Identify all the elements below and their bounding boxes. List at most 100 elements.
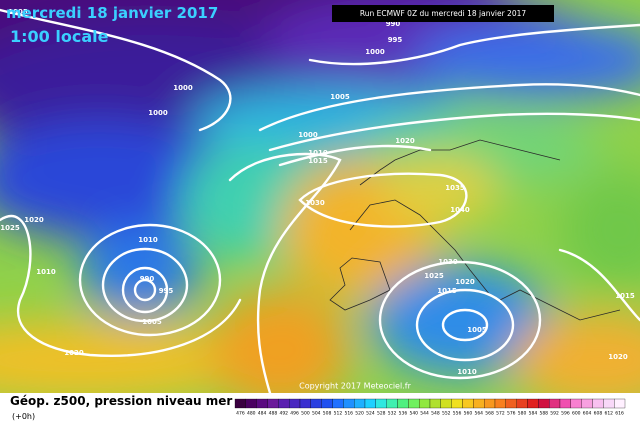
isobar-label: 1020 (608, 353, 628, 361)
isobar (378, 260, 542, 380)
colorbar-label: 616 (615, 411, 624, 417)
colorbar-label: 508 (323, 411, 332, 417)
colorbar-swatch (527, 398, 539, 409)
colorbar-label: 484 (258, 411, 267, 417)
colorbar-swatch (484, 398, 496, 409)
colorbar-swatch (559, 398, 571, 409)
colorbar-swatch (429, 398, 441, 409)
colorbar-label: 556 (453, 411, 462, 417)
isobar (268, 112, 640, 152)
isobar-label: 1005 (330, 93, 350, 101)
colorbar-label: 524 (366, 411, 375, 417)
isobar-label: 1010 (36, 268, 56, 276)
isobar-label: 1030 (438, 258, 458, 266)
colorbar-swatch (234, 398, 246, 409)
isobar-label: 1035 (445, 184, 465, 192)
copyright: Copyright 2017 Meteociel.fr (299, 382, 411, 391)
colorbar-label: 528 (377, 411, 386, 417)
colorbar-swatch (516, 398, 528, 409)
colorbar-swatch (549, 398, 561, 409)
coastline (349, 199, 491, 296)
colorbar-label: 504 (312, 411, 321, 417)
time-title: 1:00 locale (10, 27, 109, 46)
colorbar-label: 612 (604, 411, 613, 417)
colorbar-swatch (451, 398, 463, 409)
colorbar-label: 600 (572, 411, 581, 417)
isobar-label: 1005 (467, 326, 487, 334)
isobar-label: 1005 (142, 318, 162, 326)
colorbar-label: 604 (583, 411, 592, 417)
colorbar-label: 560 (464, 411, 473, 417)
isobar (278, 144, 432, 167)
isobar-label: 1040 (450, 206, 470, 214)
colorbar-label: 584 (529, 411, 538, 417)
isobar-label: 1005 (8, 8, 28, 16)
isobar (308, 23, 640, 66)
colorbar-label: 516 (344, 411, 353, 417)
legend-subtitle: (+0h) (12, 412, 35, 421)
date-title: mercredi 18 janvier 2017 (6, 4, 218, 22)
colorbar-swatch (570, 398, 582, 409)
isobar-label: 995 (388, 36, 403, 44)
colorbar-swatch (408, 398, 420, 409)
colorbar-label: 588 (539, 411, 548, 417)
colorbar-swatch (321, 398, 333, 409)
isobar-label: 990 (386, 20, 401, 28)
isobar-label: 1010 (457, 368, 477, 376)
colorbar-swatch (603, 398, 615, 409)
colorbar-swatch (267, 398, 279, 409)
isobar-label: 1015 (308, 157, 328, 165)
colorbar-swatch (364, 398, 376, 409)
colorbar-label: 500 (301, 411, 310, 417)
isobar-labels: 1005990995100010001000100510001010101510… (0, 8, 635, 376)
colorbar-swatch (494, 398, 506, 409)
colorbar-swatch (375, 398, 387, 409)
coastline (359, 139, 561, 186)
colorbar-swatch (505, 398, 517, 409)
colorbar-label: 540 (409, 411, 418, 417)
isobar (121, 266, 169, 314)
colorbar-label: 536 (399, 411, 408, 417)
colorbar-swatch (343, 398, 355, 409)
isobar (101, 247, 189, 323)
colorbar-swatch (278, 398, 290, 409)
isobar-label: 1000 (148, 109, 168, 117)
colorbar-swatch (299, 398, 311, 409)
isobar (133, 278, 157, 302)
colorbar-label: 608 (594, 411, 603, 417)
isobar-label: 1000 (173, 84, 193, 92)
colorbar-label: 592 (550, 411, 559, 417)
colorbar-swatch (419, 398, 431, 409)
colorbar-label: 580 (518, 411, 527, 417)
colorbar-swatch (256, 398, 268, 409)
colorbar-label: 596 (561, 411, 570, 417)
isobar-label: 1000 (298, 131, 318, 139)
colorbar-label: 512 (334, 411, 343, 417)
colorbar-label: 520 (355, 411, 364, 417)
legend-title: Géop. z500, pression niveau mer (10, 394, 232, 408)
isobar (258, 83, 640, 132)
colorbar-label: 496 (290, 411, 299, 417)
isobar-label: 1010 (308, 149, 328, 157)
colorbar-swatch (462, 398, 474, 409)
isobar-label: 1030 (305, 199, 325, 207)
colorbar-label: 568 (485, 411, 494, 417)
isobar-label: 1015 (437, 287, 457, 295)
colorbar-label: 492 (279, 411, 288, 417)
colorbar-swatch (354, 398, 366, 409)
isobar-label: 1010 (138, 236, 158, 244)
isobar (558, 248, 640, 322)
colorbar-swatch (386, 398, 398, 409)
colorbar-swatch (473, 398, 485, 409)
isobar-label: 1020 (24, 216, 44, 224)
colorbar-label: 552 (442, 411, 451, 417)
isobar (228, 152, 342, 393)
isobar-label: 995 (159, 287, 174, 295)
run-box (332, 5, 554, 22)
coastline (329, 257, 391, 311)
isobar (78, 223, 222, 337)
isobar-label: 990 (140, 275, 155, 283)
colorbar-label: 564 (474, 411, 483, 417)
